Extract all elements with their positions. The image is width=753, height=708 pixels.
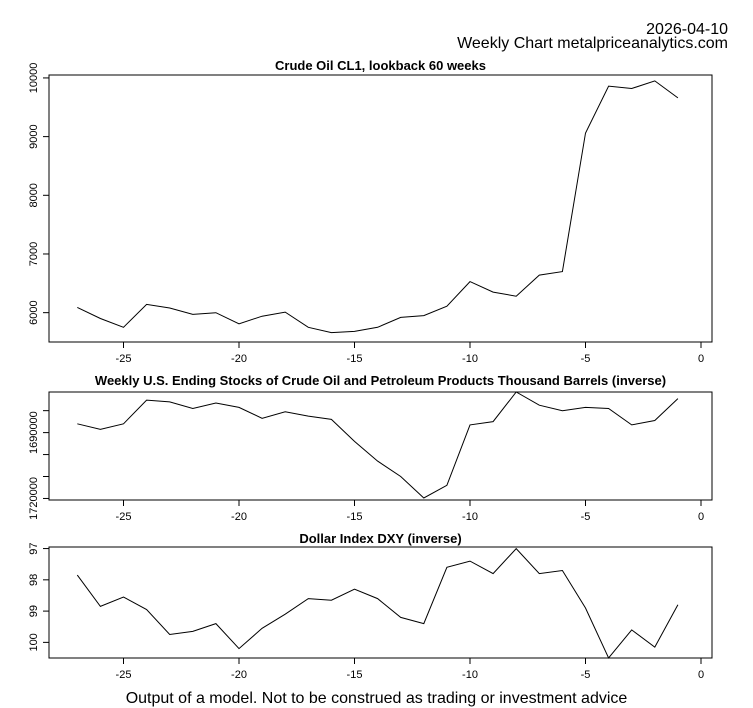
x-tick-label: -10 [462,511,478,523]
y-tick-label: 97 [28,542,40,554]
y-tick-label: 1720000 [28,477,40,520]
y-tick-label: 1690000 [28,411,40,454]
x-tick-label: -5 [581,669,591,681]
x-tick-label: 0 [698,353,704,365]
chart-3: Dollar Index DXY (inverse) -25 -20 -15 -10 -5… [28,531,713,681]
plot-frame [48,391,713,501]
chart-date: 2026-04-10 [646,21,728,38]
chart-2: Weekly U.S. Ending Stocks of Crude Oil a… [28,373,713,523]
x-tick-label: -25 [116,669,132,681]
chart-1: Crude Oil CL1, lookback 60 weeks -25 -20 -1… [28,58,713,365]
series-line [77,80,679,334]
plot-frame [48,546,713,659]
series-line [77,391,679,499]
x-tick-label: -20 [231,353,247,365]
y-tick-label: 10000 [28,63,40,94]
x-tick-label: -15 [347,511,363,523]
x-tick-label: -20 [231,669,247,681]
chart-title: Crude Oil CL1, lookback 60 weeks [275,58,486,73]
disclaimer-footer: Output of a model. Not to be construed a… [125,690,628,707]
x-tick-label: -20 [231,511,247,523]
y-tick-label: 100 [28,633,40,651]
y-tick-label: 99 [28,605,40,617]
chart-subtitle: Weekly Chart metalpriceanalytics.com [457,35,728,52]
series-line [76,547,679,659]
plot-frame [48,74,713,343]
x-tick-label: -10 [462,669,478,681]
x-tick-label: 0 [698,511,704,523]
chart-title: Weekly U.S. Ending Stocks of Crude Oil a… [95,373,666,388]
x-tick-label: -25 [116,511,132,523]
x-tick-label: -15 [347,669,363,681]
y-tick-label: 7000 [28,242,40,266]
y-tick-label: 9000 [28,124,40,148]
y-tick-label: 98 [28,574,40,586]
x-tick-label: 0 [698,669,704,681]
y-tick-label: 8000 [28,183,40,207]
x-tick-label: -5 [581,353,591,365]
x-tick-label: -5 [581,511,591,523]
chart-title: Dollar Index DXY (inverse) [299,531,461,546]
y-tick-label: 6000 [28,300,40,324]
x-tick-label: -10 [462,353,478,365]
x-tick-label: -15 [347,353,363,365]
x-tick-label: -25 [116,353,132,365]
